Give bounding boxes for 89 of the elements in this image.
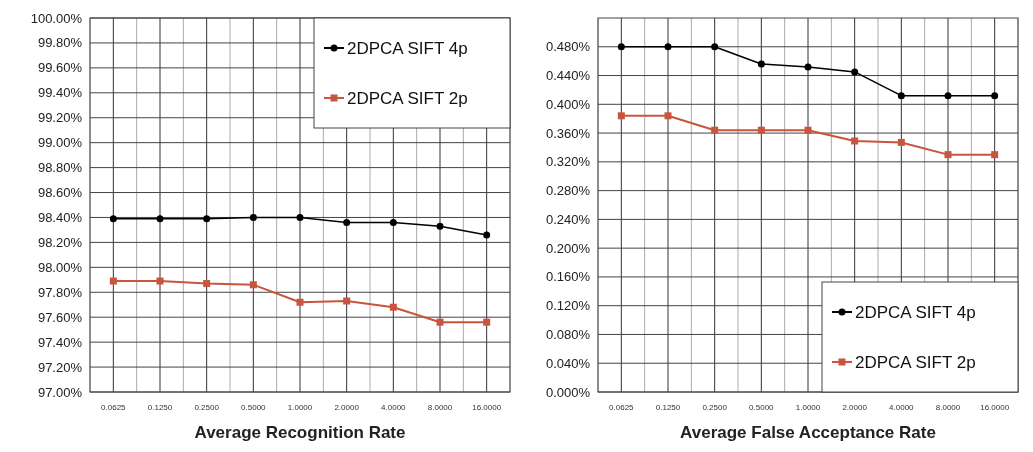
x-tick-label: 0.2500 bbox=[702, 403, 728, 412]
legend-label: 2DPCA SIFT 2p bbox=[855, 352, 976, 372]
y-tick-label: 0.040% bbox=[545, 355, 591, 371]
y-tick-label: 0.200% bbox=[545, 240, 591, 256]
point bbox=[664, 112, 672, 120]
y-tick-label: 97.60% bbox=[37, 309, 83, 325]
point bbox=[249, 281, 257, 289]
x-tick-label: 16.0000 bbox=[980, 403, 1010, 412]
y-tick-label: 0.280% bbox=[545, 183, 591, 199]
y-tick-label: 99.40% bbox=[37, 85, 83, 101]
point bbox=[109, 277, 117, 285]
y-tick-label: 99.20% bbox=[37, 110, 83, 126]
x-tick-label: 16.0000 bbox=[472, 403, 502, 412]
x-tick-label: 4.0000 bbox=[381, 403, 407, 412]
point bbox=[617, 43, 625, 51]
y-tick-label: 98.60% bbox=[37, 185, 83, 201]
point bbox=[156, 277, 164, 285]
y-tick-label: 98.40% bbox=[37, 210, 83, 226]
y-tick-label: 0.120% bbox=[545, 298, 591, 314]
point bbox=[851, 137, 859, 145]
y-tick-label: 0.080% bbox=[545, 327, 591, 343]
y-tick-label: 100.00% bbox=[30, 10, 83, 26]
y-tick-label: 97.00% bbox=[37, 384, 83, 400]
x-tick-label: 0.1250 bbox=[147, 403, 173, 412]
legend-label: 2DPCA SIFT 4p bbox=[855, 302, 976, 322]
x-axis-title: Average False Acceptance Rate bbox=[680, 423, 936, 442]
y-tick-label: 0.240% bbox=[545, 211, 591, 227]
point bbox=[804, 126, 812, 134]
x-tick-label: 8.0000 bbox=[427, 403, 453, 412]
point bbox=[991, 92, 999, 100]
point bbox=[944, 151, 952, 159]
point bbox=[711, 126, 719, 134]
y-tick-label: 0.360% bbox=[545, 125, 591, 141]
point bbox=[897, 92, 905, 100]
y-tick-label: 98.80% bbox=[37, 160, 83, 176]
point bbox=[343, 297, 351, 305]
point bbox=[757, 60, 765, 68]
point bbox=[249, 213, 257, 221]
point bbox=[389, 303, 397, 311]
point bbox=[343, 218, 351, 226]
legend-label: 2DPCA SIFT 4p bbox=[347, 38, 468, 58]
point bbox=[156, 215, 164, 223]
y-tick-label: 97.80% bbox=[37, 284, 83, 300]
point bbox=[664, 43, 672, 51]
point bbox=[851, 68, 859, 76]
point bbox=[296, 298, 304, 306]
y-tick-label: 99.00% bbox=[37, 135, 83, 151]
x-tick-label: 0.1250 bbox=[655, 403, 681, 412]
x-tick-label: 2.0000 bbox=[842, 403, 868, 412]
y-tick-label: 0.000% bbox=[545, 384, 591, 400]
x-tick-label: 1.0000 bbox=[287, 403, 313, 412]
y-tick-label: 0.480% bbox=[545, 39, 591, 55]
y-tick-label: 0.400% bbox=[545, 96, 591, 112]
y-tick-label: 98.00% bbox=[37, 259, 83, 275]
point bbox=[389, 218, 397, 226]
legend-label: 2DPCA SIFT 2p bbox=[347, 88, 468, 108]
y-tick-label: 0.160% bbox=[545, 269, 591, 285]
x-tick-label: 8.0000 bbox=[935, 403, 961, 412]
x-tick-label: 0.0625 bbox=[101, 403, 127, 412]
y-tick-label: 0.320% bbox=[545, 154, 591, 170]
point bbox=[483, 318, 491, 326]
x-axis-title: Average Recognition Rate bbox=[194, 423, 406, 442]
y-tick-label: 98.20% bbox=[37, 234, 83, 250]
point bbox=[203, 215, 211, 223]
x-tick-label: 0.0625 bbox=[609, 403, 635, 412]
point bbox=[483, 231, 491, 239]
y-tick-label: 99.80% bbox=[37, 35, 83, 51]
point bbox=[804, 63, 812, 71]
y-tick-label: 0.440% bbox=[545, 68, 591, 84]
x-tick-label: 2.0000 bbox=[334, 403, 360, 412]
y-tick-label: 97.40% bbox=[37, 334, 83, 350]
point bbox=[991, 151, 999, 159]
point bbox=[711, 43, 719, 51]
point bbox=[617, 112, 625, 120]
x-tick-label: 0.5000 bbox=[749, 403, 775, 412]
x-tick-label: 0.2500 bbox=[194, 403, 220, 412]
point bbox=[757, 126, 765, 134]
x-tick-label: 4.0000 bbox=[889, 403, 915, 412]
point bbox=[203, 280, 211, 288]
y-tick-label: 97.20% bbox=[37, 359, 83, 375]
y-tick-label: 99.60% bbox=[37, 60, 83, 76]
point bbox=[109, 215, 117, 223]
x-tick-label: 0.5000 bbox=[241, 403, 267, 412]
point bbox=[436, 318, 444, 326]
point bbox=[296, 213, 304, 221]
point bbox=[944, 92, 952, 100]
point bbox=[436, 222, 444, 230]
point bbox=[897, 138, 905, 146]
x-tick-label: 1.0000 bbox=[795, 403, 821, 412]
